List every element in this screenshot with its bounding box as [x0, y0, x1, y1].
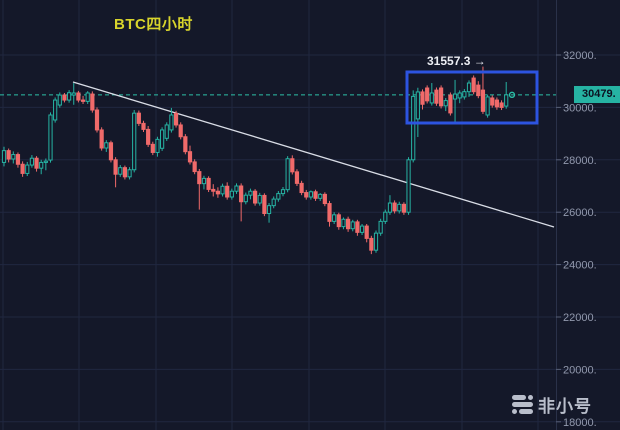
watermark-text: 非小号 [538, 397, 592, 416]
y-axis-label: 30000. [563, 102, 597, 114]
candles [1, 66, 509, 255]
chart-title: BTC四小时 [114, 16, 193, 33]
y-axis-label: 22000. [563, 312, 597, 324]
current-price-tag: 30479. [574, 86, 620, 104]
feixiaohao-bars-logo-icon [512, 395, 533, 414]
y-axis-label: 24000. [563, 260, 597, 272]
trendline[interactable] [72, 81, 555, 228]
highlight-box[interactable] [405, 70, 539, 125]
y-axis-label: 32000. [563, 50, 597, 62]
y-axis-label: 20000. [563, 364, 597, 376]
watermark: 非小号 [512, 392, 592, 417]
last-price-marker [508, 91, 516, 99]
y-axis-label: 28000. [563, 155, 597, 167]
y-axis-label: 26000. [563, 207, 597, 219]
swing-high-annotation: 31557.3 → [427, 54, 486, 68]
y-axis-label: 18000. [563, 417, 597, 429]
